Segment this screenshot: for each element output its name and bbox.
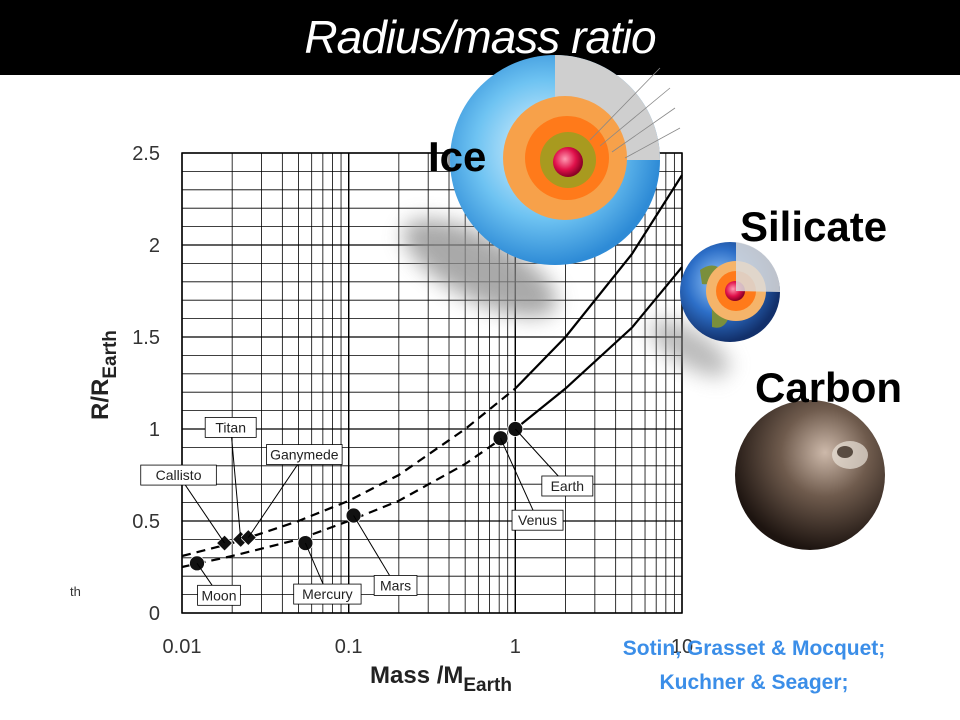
callout-box-moon: [197, 584, 241, 606]
silicate-shadow: [650, 319, 730, 377]
point-label-callisto: Callisto: [156, 467, 202, 483]
callout-leader-mars: [353, 515, 396, 586]
model-curve-solid: [514, 174, 683, 390]
callout-leader-titan: [230, 427, 242, 540]
planet-type-carbon: Carbon: [755, 364, 902, 411]
callout-box-venus: [511, 509, 564, 531]
decorative-shadows: [403, 219, 730, 377]
point-label-ganymede: Ganymede: [270, 447, 339, 463]
y-axis-label: R/REarth: [87, 330, 121, 420]
y-tick-label: 1.5: [132, 327, 160, 349]
y-tick-label: 2.5: [132, 143, 160, 165]
point-label-earth: Earth: [551, 478, 584, 494]
planet-type-silicate: Silicate: [740, 203, 888, 250]
citation-line: Sotin, Grasset & Mocquet;: [622, 637, 886, 660]
callout-box-titan: [204, 416, 257, 438]
ice-shadow: [403, 219, 557, 317]
slide-title: Radius/mass ratio: [304, 11, 656, 63]
callout-leader-venus: [500, 437, 538, 521]
y-tick-label: 1: [149, 419, 160, 441]
model-curve-solid: [514, 266, 683, 430]
y-tick-label: 0.5: [132, 511, 160, 533]
silicate-planet-image: [680, 242, 781, 342]
x-tick-label: 0.1: [335, 636, 363, 658]
x-tick-label: 0.01: [163, 636, 202, 658]
planet-type-ice: Ice: [428, 133, 487, 180]
callout-leader-callisto: [178, 474, 225, 544]
callout-leader-ganymede: [247, 454, 305, 538]
point-label-mercury: Mercury: [302, 586, 353, 602]
y-tick-label: 2: [149, 235, 160, 257]
marker-callouts: Moon Mercury Mars Venus Earth Callisto Titan Ga…: [140, 416, 594, 606]
callout-box-ganymede: [266, 444, 343, 465]
y-tick-label: 0: [149, 603, 160, 625]
point-label-mars: Mars: [380, 577, 411, 593]
clipped-text: th: [70, 584, 81, 599]
callout-box-mars: [373, 575, 418, 596]
point-label-moon: Moon: [201, 587, 236, 603]
point-label-venus: Venus: [518, 512, 557, 528]
marker-ganymede: [239, 528, 257, 547]
ice-planet-image: [450, 55, 681, 265]
x-axis-label: Mass /MEarth: [370, 662, 512, 696]
callout-box-callisto: [140, 464, 217, 486]
grid-lines: [181, 152, 683, 614]
citation-line: Kuchner & Seager;: [659, 671, 849, 694]
axis-tick-labels: 0.01 0.1 1 10 0 0.5 1 1.5 2 2.5: [132, 143, 693, 658]
x-tick-label: 10: [671, 636, 693, 658]
callout-box-earth: [541, 475, 594, 497]
point-label-titan: Titan: [215, 419, 246, 435]
x-tick-label: 1: [510, 636, 521, 658]
citation: Sotin, Grasset & Mocquet; Kuchner & Seag…: [604, 632, 904, 700]
callout-box-mercury: [293, 583, 362, 605]
title-bar: Radius/mass ratio: [0, 0, 960, 75]
carbon-planet-image: [735, 400, 885, 550]
